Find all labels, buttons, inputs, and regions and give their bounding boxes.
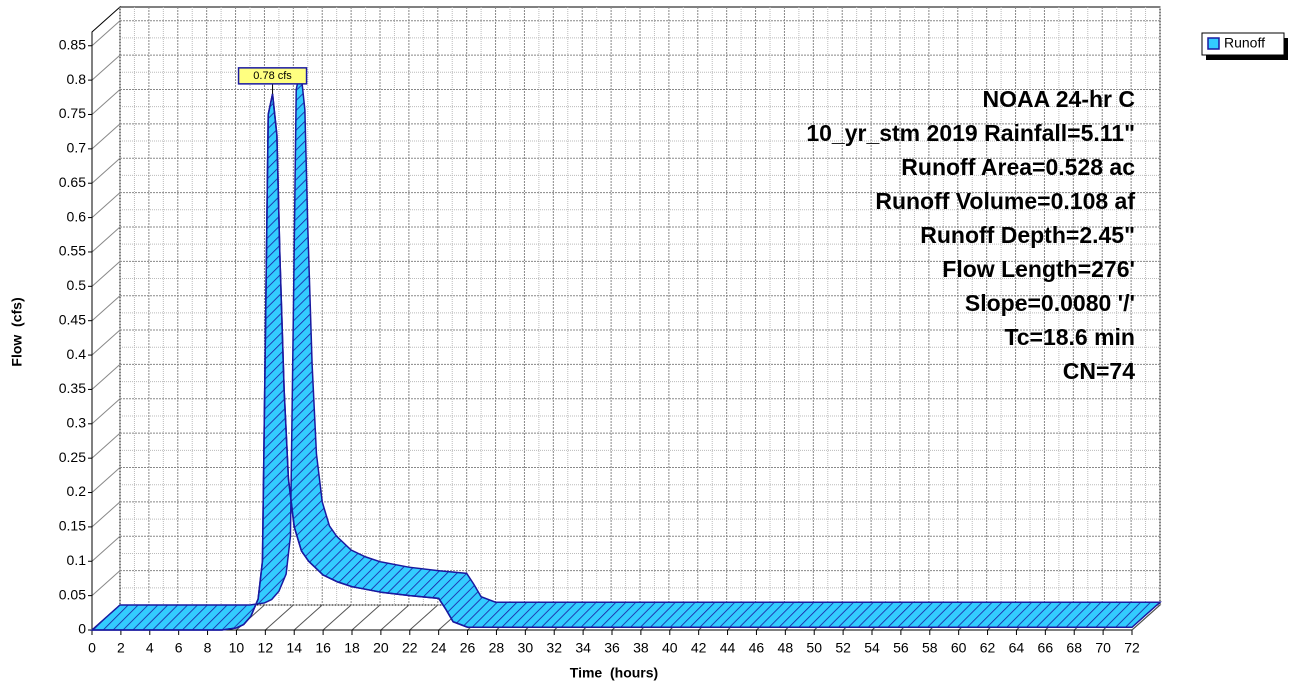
y-diag [91,226,121,253]
x-tick-label: 40 [662,640,678,656]
x-tick-label: 0 [88,640,96,656]
x-tick-label: 12 [258,640,274,656]
x-tick-label: 46 [749,640,765,656]
x-tick-label: 58 [922,640,938,656]
x-tick-label: 14 [286,640,302,656]
legend-box [1201,32,1285,56]
x-tick-label: 36 [604,640,620,656]
y-tick-label: 0.45 [59,311,86,327]
y-diag [91,467,121,493]
y-diag [91,260,121,287]
y-tick-label: 0.2 [67,483,87,499]
x-tick-label: 16 [315,640,331,656]
y-tick-label: 0.65 [59,174,86,190]
y-diag [91,54,121,81]
x-tick-label: 30 [518,640,534,656]
y-tick-label: 0.85 [59,36,86,52]
x-tick-label: 62 [980,640,996,656]
x-tick-label: 64 [1009,640,1025,656]
x-tick-label: 28 [489,640,505,656]
x-tick-label: 42 [691,640,707,656]
y-tick-label: 0.05 [59,586,86,602]
y-diag [91,535,121,562]
x-tick-label: 22 [402,640,418,656]
y-tick-label: 0.8 [67,71,87,87]
y-tick-label: 0.75 [59,105,86,121]
peak-label: 0.78 cfs [253,70,292,82]
x-tick-label: 20 [373,640,389,656]
x-tick-label: 68 [1066,640,1082,656]
y-diag [91,570,121,597]
annotation: Tc=18.6 min [1004,324,1135,350]
y-diag [91,501,121,528]
y-tick-label: 0.15 [59,518,86,534]
floor-line [293,604,323,631]
floor-line [380,604,410,631]
y-diag [91,432,121,459]
x-axis-label: Time (hours) [570,665,658,681]
annotation: NOAA 24-hr C [983,86,1136,112]
y-axis-label: Flow (cfs) [9,297,25,366]
y-tick-label: 0.3 [67,414,87,430]
x-tick-label: 34 [575,640,591,656]
y-tick-label: 0.4 [67,346,87,362]
y-diag [91,20,121,47]
y-diag [91,398,121,425]
x-tick-label: 10 [229,640,245,656]
y-tick-label: 0.7 [67,140,87,156]
floor-line [322,604,352,631]
x-tick-label: 26 [460,640,476,656]
x-tick-label: 38 [633,640,649,656]
y-diag [91,123,121,150]
annotation: Runoff Depth=2.45" [920,222,1135,248]
x-tick-label: 50 [806,640,822,656]
annotation: 10_yr_stm 2019 Rainfall=5.11" [806,120,1135,146]
x-tick-label: 54 [864,640,880,656]
floor-line [409,604,439,631]
x-tick-label: 2 [117,640,125,656]
peak-label-box [237,67,308,85]
x-tick-label: 18 [344,640,360,656]
y-tick-label: 0 [78,621,86,637]
y-diag [91,89,121,115]
legend-swatch [1207,37,1220,50]
x-tick-label: 70 [1095,640,1111,656]
y-tick-label: 0.35 [59,380,86,396]
y-diag [91,364,121,390]
x-tick-label: 66 [1038,640,1054,656]
floor-line [351,604,381,631]
x-tick-label: 52 [835,640,851,656]
y-tick-label: 0.5 [67,277,87,293]
floor-line [1131,604,1161,631]
x-tick-label: 6 [175,640,183,656]
y-diag [91,295,121,322]
x-tick-label: 4 [146,640,154,656]
annotation: Slope=0.0080 '/' [965,290,1135,316]
x-tick-label: 32 [546,640,562,656]
annotation: Runoff Area=0.528 ac [901,154,1135,180]
legend-label: Runoff [1224,35,1265,51]
x-tick-label: 56 [893,640,909,656]
x-tick-label: 48 [778,640,794,656]
y-tick-label: 0.1 [67,552,87,568]
y-tick-label: 0.6 [67,208,87,224]
annotation: Runoff Volume=0.108 af [875,188,1135,214]
y-diag [91,329,121,356]
x-tick-label: 24 [431,640,447,656]
x-tick-label: 60 [951,640,967,656]
y-tick-label: 0.25 [59,449,86,465]
annotation: CN=74 [1063,358,1135,384]
x-tick-label: 8 [204,640,212,656]
x-tick-label: 44 [720,640,736,656]
y-diag [91,157,121,184]
left-wall [91,5,121,632]
runoff-line [92,93,1132,631]
y-diag [91,192,121,218]
x-tick-label: 72 [1124,640,1140,656]
floor-line [265,604,294,631]
y-tick-label: 0.55 [59,243,86,259]
annotation: Flow Length=276' [942,256,1135,282]
